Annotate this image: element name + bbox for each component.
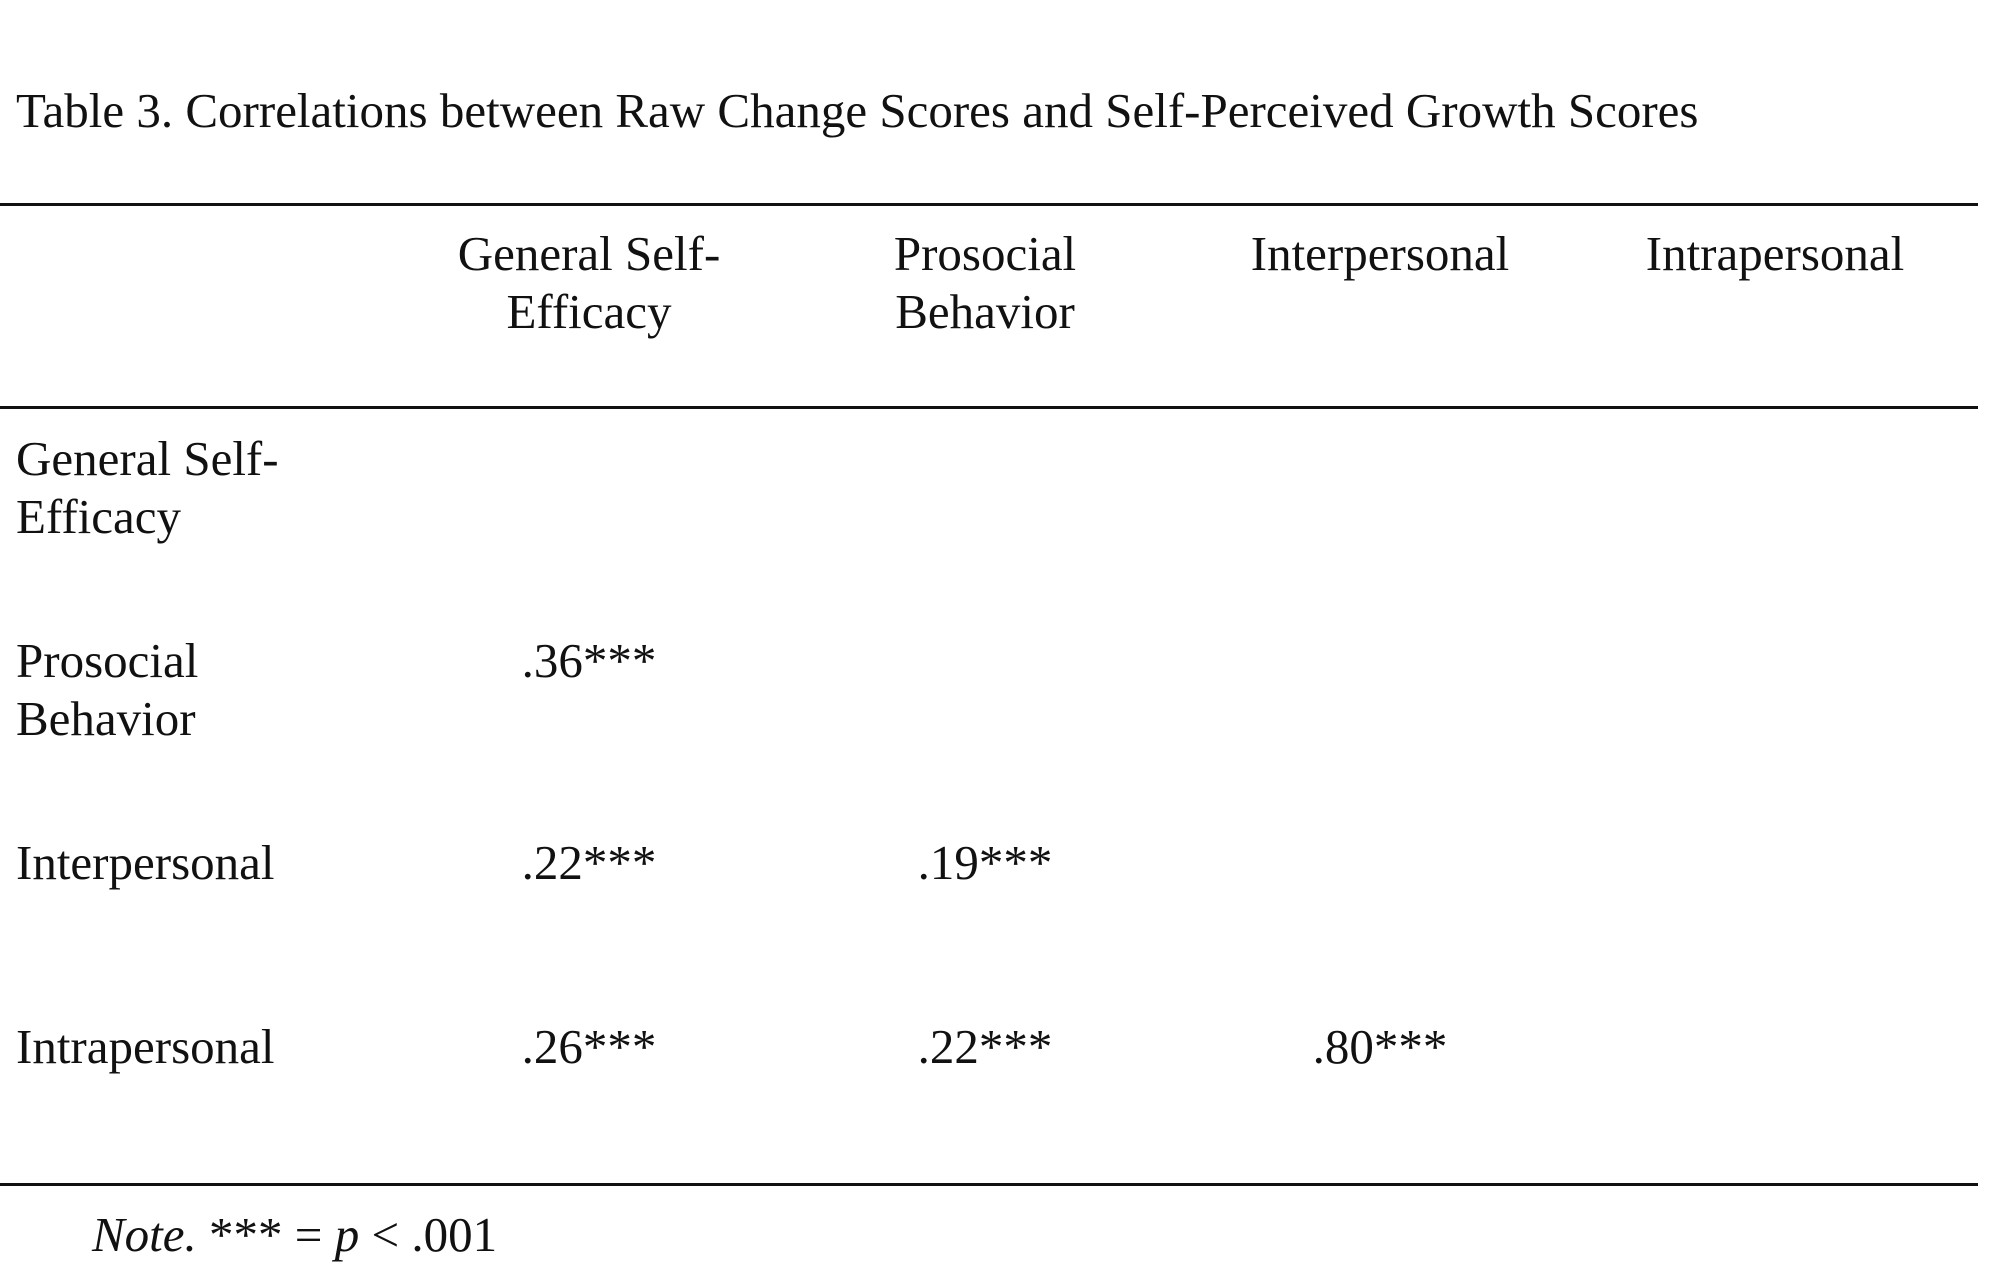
note-threshold: < .001 xyxy=(371,1207,498,1262)
column-header-line: Interpersonal xyxy=(1250,226,1510,281)
note-stars: *** = xyxy=(209,1207,323,1262)
row-header-line: General Self- xyxy=(16,431,279,486)
row-header-interpersonal: Interpersonal xyxy=(16,834,316,892)
table-note: Note. *** = p < .001 xyxy=(92,1206,497,1264)
row-header-line: Behavior xyxy=(16,691,196,746)
column-header-interpersonal: Interpersonal xyxy=(1200,225,1560,283)
row-header-general-self-efficacy: General Self- Efficacy xyxy=(16,430,316,546)
row-header-prosocial-behavior: Prosocial Behavior xyxy=(16,632,316,748)
table-cell: .19*** xyxy=(917,835,1053,890)
row-header-intrapersonal: Intrapersonal xyxy=(16,1018,316,1076)
column-header-line: Behavior xyxy=(895,284,1075,339)
column-header-prosocial-behavior: Prosocial Behavior xyxy=(805,225,1165,341)
note-p: p xyxy=(334,1207,360,1262)
table-cell: .80*** xyxy=(1312,1019,1448,1074)
column-header-line: General Self- xyxy=(457,226,721,281)
column-header-line: Intrapersonal xyxy=(1645,226,1905,281)
note-label: Note. xyxy=(92,1207,197,1262)
row-header-line: Prosocial xyxy=(16,633,199,688)
column-header-line: Prosocial xyxy=(893,226,1077,281)
row-header-line: Interpersonal xyxy=(16,835,275,890)
column-header-line: Efficacy xyxy=(506,284,672,339)
table-cell: .22*** xyxy=(917,1019,1053,1074)
bottom-rule xyxy=(0,1183,1978,1186)
column-header-intrapersonal: Intrapersonal xyxy=(1595,225,1955,283)
column-header-general-self-efficacy: General Self- Efficacy xyxy=(409,225,769,341)
table-cell: .26*** xyxy=(521,1019,657,1074)
table-caption: Table 3. Correlations between Raw Change… xyxy=(16,83,1699,138)
row-header-line: Intrapersonal xyxy=(16,1019,275,1074)
top-rule xyxy=(0,203,1978,206)
table-cell: .22*** xyxy=(521,835,657,890)
row-header-line: Efficacy xyxy=(16,489,182,544)
header-rule xyxy=(0,406,1978,409)
table-cell: .36*** xyxy=(521,633,657,688)
